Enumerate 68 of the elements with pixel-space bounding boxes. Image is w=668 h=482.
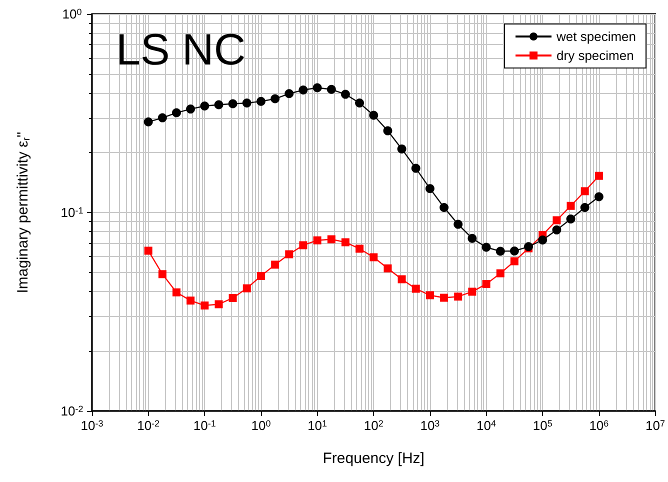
point <box>242 284 251 292</box>
point <box>510 246 519 256</box>
point <box>214 100 224 110</box>
point <box>326 84 336 94</box>
point <box>284 89 294 98</box>
point <box>158 113 167 122</box>
point <box>468 234 477 243</box>
point <box>341 238 350 246</box>
point <box>200 101 210 110</box>
point <box>538 235 548 244</box>
point <box>454 220 463 229</box>
point <box>285 250 294 258</box>
point <box>186 296 195 305</box>
point <box>158 270 166 278</box>
point <box>242 98 252 108</box>
point <box>482 242 491 252</box>
point <box>412 284 420 293</box>
point <box>228 294 237 302</box>
legend-label: wet specimen <box>556 29 636 44</box>
point <box>144 246 152 255</box>
point <box>482 280 490 288</box>
point <box>172 288 180 296</box>
point <box>496 269 504 278</box>
y-axis-title: Imaginary permittivity εr'' <box>14 132 32 294</box>
point <box>566 202 575 210</box>
point <box>228 99 238 108</box>
point <box>313 236 322 244</box>
point <box>397 144 406 154</box>
point <box>383 126 392 136</box>
point <box>256 272 265 280</box>
point <box>496 246 505 256</box>
point <box>580 202 590 212</box>
point <box>594 192 604 202</box>
point <box>398 275 406 284</box>
point <box>369 110 378 120</box>
point <box>214 300 223 308</box>
point <box>271 260 280 269</box>
point <box>468 288 476 296</box>
point <box>454 292 462 301</box>
point <box>370 253 378 262</box>
point <box>440 202 449 212</box>
point <box>200 302 209 310</box>
point <box>580 187 589 196</box>
point <box>355 98 364 108</box>
point <box>298 86 308 95</box>
point <box>552 216 561 224</box>
point <box>186 104 196 114</box>
point <box>327 235 336 244</box>
point <box>566 214 576 224</box>
point <box>440 294 448 302</box>
point <box>384 264 392 272</box>
point <box>552 225 562 234</box>
point <box>144 117 153 126</box>
point <box>510 257 518 266</box>
point <box>411 164 420 173</box>
point <box>270 94 280 104</box>
point <box>256 96 266 106</box>
point <box>312 83 322 92</box>
point <box>594 172 603 180</box>
annotation: LS NC <box>116 26 246 74</box>
point <box>426 291 434 300</box>
legend-label: dry specimen <box>556 48 634 63</box>
point <box>340 90 350 99</box>
point <box>172 108 181 118</box>
point <box>425 184 434 194</box>
point <box>299 241 308 250</box>
point <box>356 244 364 253</box>
x-axis-title: Frequency [Hz] <box>322 450 424 467</box>
